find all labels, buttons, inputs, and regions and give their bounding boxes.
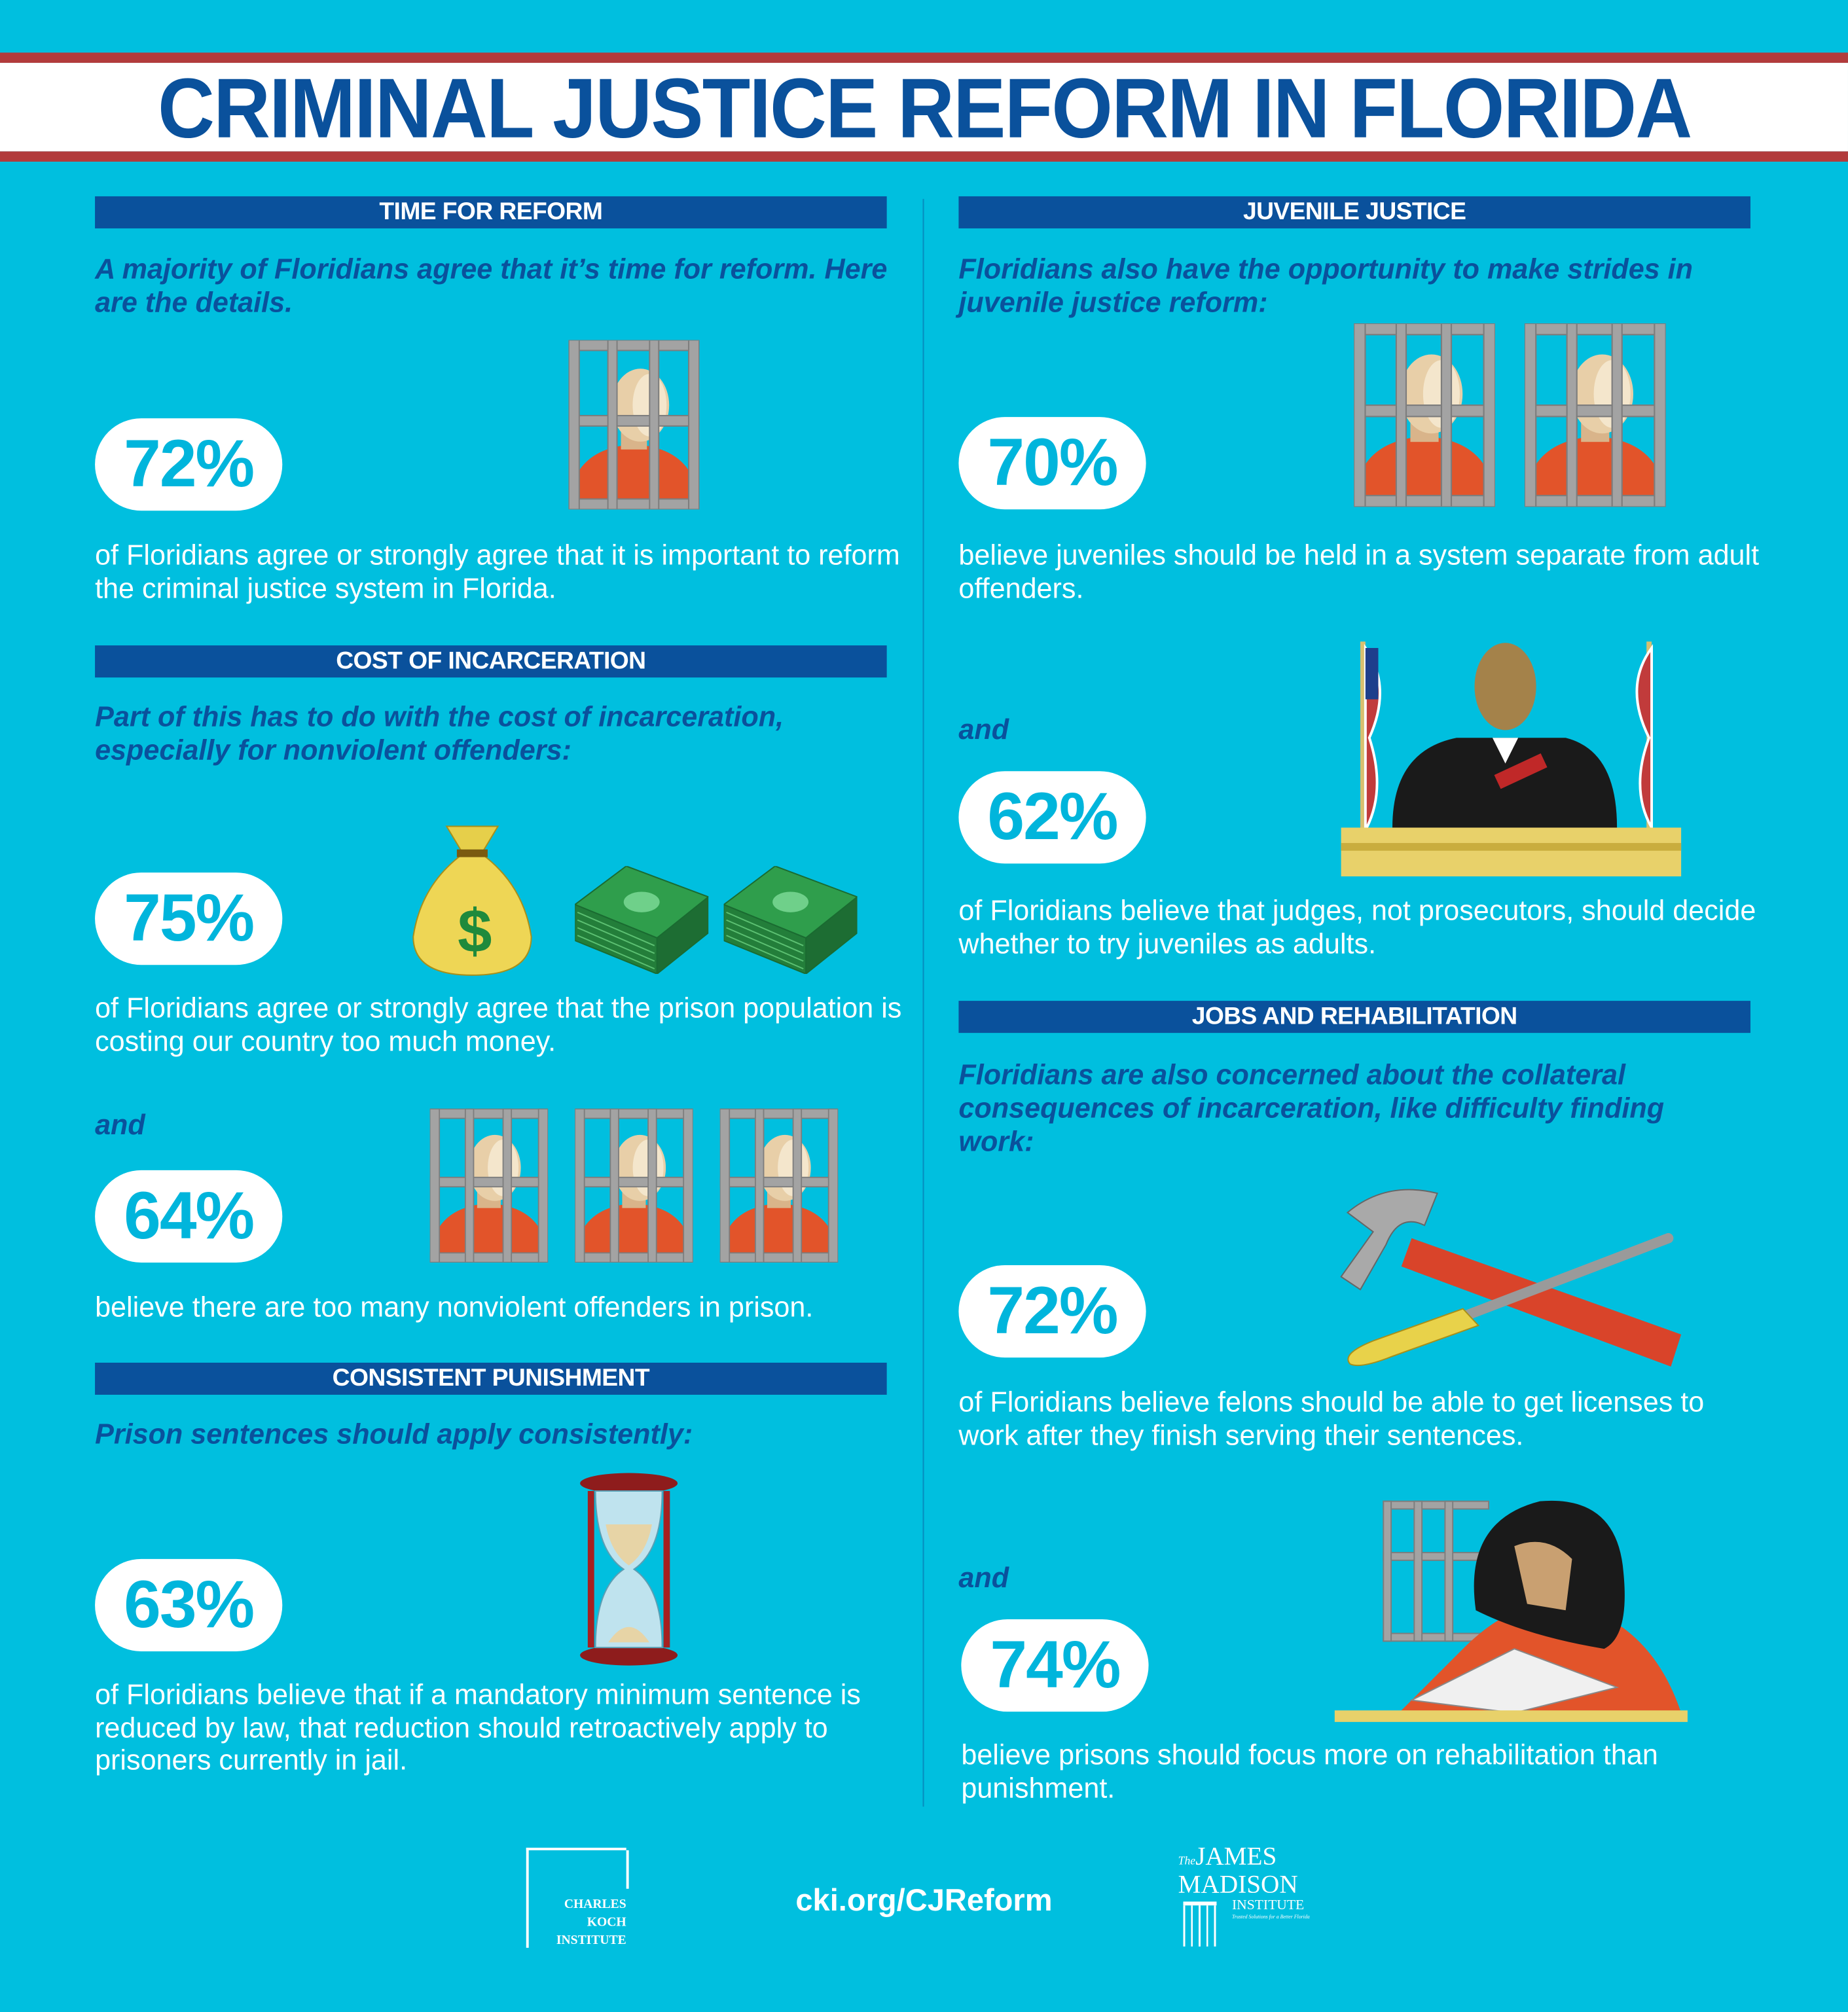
and-label: and xyxy=(95,1108,145,1141)
stat-description: of Floridians believe felons should be a… xyxy=(958,1386,1705,1451)
hammer-and-screwdriver-icon xyxy=(1340,1189,1682,1367)
section-subtitle: Floridians are also concerned about the … xyxy=(958,1058,1665,1158)
jail-cell-icon xyxy=(1525,323,1666,507)
judge-icon xyxy=(1341,641,1682,876)
hourglass-icon xyxy=(580,1473,678,1666)
section-subtitle: Part of this has to do with the cost of … xyxy=(95,700,784,766)
logo-text: INSTITUTE xyxy=(1231,1897,1305,1913)
logo-text: INSTITUTE xyxy=(556,1933,626,1948)
stat-percent: 74% xyxy=(961,1619,1149,1712)
section-heading-consistent-punishment: CONSISTENT PUNISHMENT xyxy=(95,1362,887,1395)
column-icon xyxy=(1183,1901,1217,1947)
header-stripe xyxy=(0,151,1848,162)
column-divider xyxy=(922,198,924,1807)
stat-description: believe there are too many nonviolent of… xyxy=(95,1291,814,1323)
logo-text: CHARLES xyxy=(564,1897,626,1912)
header-stripe xyxy=(0,52,1848,63)
header: CRIMINAL JUSTICE REFORM IN FLORIDA xyxy=(0,60,1848,154)
cash-stack-icon xyxy=(724,866,858,974)
stat-description: believe juveniles should be held in a sy… xyxy=(958,539,1760,604)
section-subtitle: A majority of Floridians agree that it’s… xyxy=(95,253,888,319)
woman-reading-icon xyxy=(1334,1500,1688,1722)
section-heading-cost-of-incarceration: COST OF INCARCERATION xyxy=(95,645,887,678)
logo-text: KOCH xyxy=(587,1915,626,1930)
stat-description: believe prisons should focus more on reh… xyxy=(961,1738,1658,1804)
stat-percent: 63% xyxy=(95,1558,283,1652)
jail-cell-icon xyxy=(568,340,699,510)
section-heading-juvenile-justice: JUVENILE JUSTICE xyxy=(958,196,1750,228)
jail-cell-icon xyxy=(430,1109,548,1263)
james-madison-institute-logo: TheJAMES MADISON INSTITUTE Trusted Solut… xyxy=(1178,1842,1326,1947)
logo-text: The xyxy=(1178,1854,1196,1867)
logo-text: JAMES xyxy=(1195,1842,1277,1871)
stat-description: of Floridians agree or strongly agree th… xyxy=(95,539,900,604)
section-subtitle: Prison sentences should apply consistent… xyxy=(95,1418,693,1450)
charles-koch-institute-logo: CHARLES KOCH INSTITUTE xyxy=(526,1847,629,1948)
stat-description: of Floridians agree or strongly agree th… xyxy=(95,992,902,1057)
website-link[interactable]: cki.org/CJReform xyxy=(795,1883,1053,1918)
stat-description: of Floridians believe that judges, not p… xyxy=(958,894,1756,960)
section-subtitle: Floridians also have the opportunity to … xyxy=(958,253,1693,319)
and-label: and xyxy=(958,1561,1009,1594)
dollar-sign: $ xyxy=(458,897,492,965)
logo-text: MADISON xyxy=(1178,1871,1298,1899)
jail-cell-icon xyxy=(1354,323,1495,507)
stat-percent: 75% xyxy=(95,872,283,965)
cash-stack-icon xyxy=(575,866,708,974)
stat-percent: 72% xyxy=(958,1265,1146,1358)
stat-percent: 64% xyxy=(95,1170,283,1263)
section-heading-jobs-and-rehabilitation: JOBS AND REHABILITATION xyxy=(958,1001,1750,1033)
jail-cell-icon xyxy=(720,1109,838,1263)
page-title: CRIMINAL JUSTICE REFORM IN FLORIDA xyxy=(157,60,1692,155)
stat-percent: 70% xyxy=(958,417,1146,510)
stat-percent: 72% xyxy=(95,418,283,511)
and-label: and xyxy=(958,713,1009,746)
stat-description: of Floridians believe that if a mandator… xyxy=(95,1678,861,1776)
section-heading-time-for-reform: TIME FOR REFORM xyxy=(95,196,887,228)
money-bag-icon: $ xyxy=(412,825,532,976)
logo-tagline: Trusted Solutions for a Better Florida xyxy=(1231,1913,1310,1920)
stat-percent: 62% xyxy=(958,771,1146,864)
jail-cell-icon xyxy=(575,1109,693,1263)
